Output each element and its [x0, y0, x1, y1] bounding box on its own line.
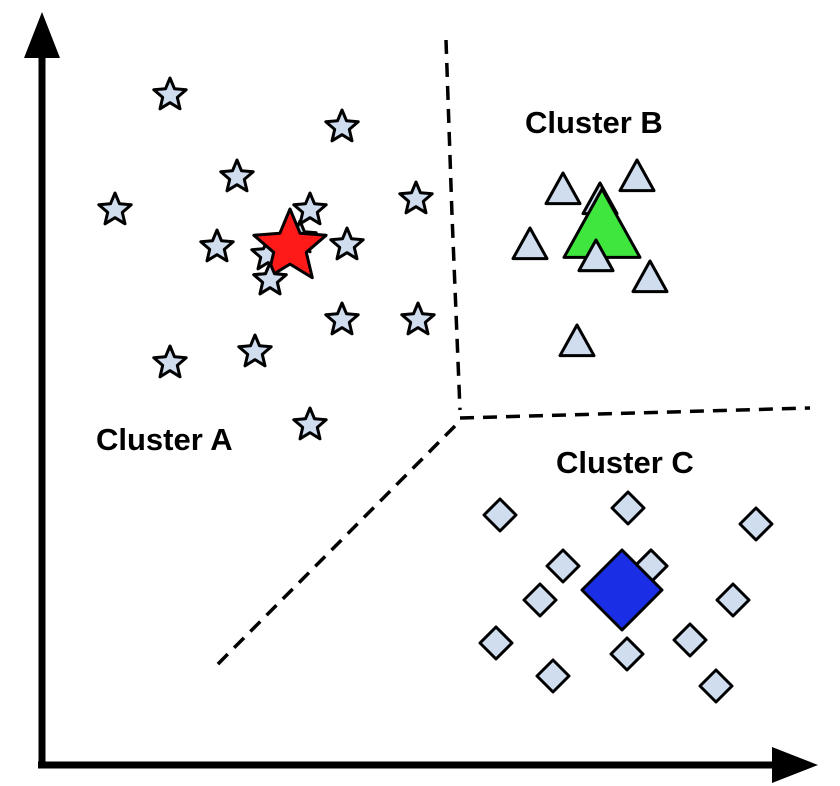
- cluster-c-points: [478, 490, 774, 704]
- cluster-a-point-star-icon: [152, 76, 188, 111]
- boundary-b-c: [459, 406, 811, 420]
- cluster-c-label: Cluster C: [556, 445, 694, 480]
- cluster-a-point-star-icon: [398, 180, 434, 215]
- cluster-a-point-star-icon: [152, 344, 188, 379]
- cluster-c-point-diamond-icon: [610, 490, 646, 526]
- cluster-c-point-diamond-icon: [715, 582, 751, 618]
- boundary-a-c: [212, 424, 457, 670]
- cluster-c-point-diamond-icon: [738, 506, 774, 542]
- y-axis-arrow-icon: [24, 12, 60, 58]
- cluster-b-point-triangle-icon: [511, 226, 549, 261]
- cluster-a-point-star-icon: [97, 191, 133, 226]
- boundary-a-b: [444, 39, 462, 411]
- cluster-a-points: [97, 76, 436, 441]
- cluster-c-point-diamond-icon: [522, 582, 558, 618]
- cluster-a-label: Cluster A: [96, 422, 233, 457]
- cluster-b-point-triangle-icon: [544, 171, 582, 206]
- cluster-a-point-star-icon: [219, 158, 255, 193]
- cluster-c-point-diamond-icon: [482, 497, 518, 533]
- cluster-a-point-star-icon: [199, 228, 235, 263]
- cluster-a-point-overlap-star-icon: [252, 261, 288, 296]
- cluster-c-centroid-diamond-icon: [580, 548, 664, 632]
- boundaries: [212, 39, 811, 670]
- cluster-b-point-overlap-triangle-icon: [577, 238, 615, 273]
- cluster-b-label: Cluster B: [525, 105, 663, 140]
- cluster-a-point-star-icon: [292, 406, 328, 441]
- x-axis-arrow-icon: [772, 747, 818, 783]
- cluster-b-point-triangle-icon: [631, 259, 669, 294]
- cluster-a-point-star-icon: [292, 191, 328, 226]
- cluster-c-point-diamond-icon: [545, 548, 581, 584]
- cluster-a-point-star-icon: [237, 333, 273, 368]
- cluster-c-point-diamond-icon: [609, 636, 645, 672]
- cluster-c-point-diamond-icon: [535, 658, 571, 694]
- cluster-a-point-star-icon: [329, 226, 365, 261]
- cluster-b-point-triangle-icon: [618, 158, 656, 193]
- cluster-b-points: [511, 158, 669, 358]
- axes: [24, 12, 818, 783]
- cluster-a-point-star-icon: [324, 108, 360, 143]
- cluster-c-point-diamond-icon: [478, 625, 514, 661]
- cluster-b-point-triangle-icon: [558, 323, 596, 358]
- cluster-a-point-star-icon: [400, 301, 436, 336]
- cluster-c-point-diamond-icon: [698, 668, 734, 704]
- cluster-a-centroid-star-icon: [252, 207, 328, 280]
- cluster-a-point-star-icon: [324, 301, 360, 336]
- cluster-c-point-diamond-icon: [672, 622, 708, 658]
